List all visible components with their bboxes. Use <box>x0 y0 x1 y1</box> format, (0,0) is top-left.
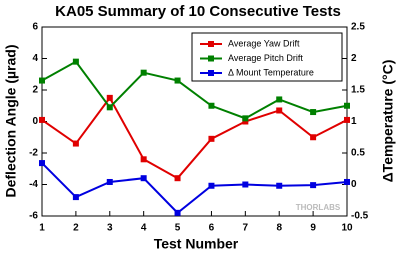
x-tick-label: 7 <box>243 223 249 234</box>
point-marker <box>344 102 350 109</box>
y2-tick-label: 2 <box>351 53 357 64</box>
point-marker <box>310 109 317 116</box>
y-tick-label: 2 <box>32 85 38 96</box>
point-marker <box>72 140 79 147</box>
x-tick-label: 4 <box>141 223 147 234</box>
series-line <box>41 96 348 180</box>
point-marker <box>174 175 181 182</box>
point-marker <box>39 116 45 123</box>
y2-tick-label: 2.5 <box>351 22 365 33</box>
y-tick-label: 4 <box>32 53 38 64</box>
y-tick-label: 6 <box>32 22 38 33</box>
y2-tick-label: -0.5 <box>351 211 369 222</box>
x-tick-label: 2 <box>73 223 79 234</box>
point-marker <box>276 107 283 114</box>
y2-tick-label: 1.5 <box>351 85 365 96</box>
point-marker <box>106 104 113 111</box>
legend-label: Average Yaw Drift <box>228 38 300 48</box>
point-marker <box>174 77 181 84</box>
legend-label: Average Pitch Drift <box>228 53 303 63</box>
point-marker <box>72 194 79 201</box>
legend-marker <box>208 55 214 62</box>
x-tick-label: 1 <box>39 223 45 234</box>
point-marker <box>140 156 147 163</box>
x-tick-label: 6 <box>209 223 215 234</box>
point-marker <box>208 135 215 142</box>
point-marker <box>310 182 317 189</box>
legend-marker <box>208 70 214 76</box>
x-axis-label: Test Number <box>154 236 239 252</box>
x-tick-label: 5 <box>175 223 181 234</box>
y-tick-label: -6 <box>29 211 38 222</box>
point-marker <box>72 58 79 65</box>
point-marker <box>140 69 147 76</box>
point-marker <box>106 178 113 185</box>
point-marker <box>242 118 249 125</box>
y-tick-label: -4 <box>29 179 38 190</box>
point-marker <box>242 115 249 122</box>
x-tick-label: 10 <box>341 223 353 234</box>
point-marker <box>174 209 181 216</box>
y-axis-label: Deflection Angle (µrad) <box>3 44 19 197</box>
x-tick-label: 9 <box>310 223 316 234</box>
y-tick-label: -2 <box>29 148 38 159</box>
series-line <box>41 60 348 120</box>
y-tick-label: 0 <box>32 116 38 127</box>
legend-marker <box>208 41 214 47</box>
x-tick-label: 3 <box>107 223 113 234</box>
series-line <box>41 162 348 215</box>
y2-axis-label: ΔTemperature (°C) <box>380 60 396 183</box>
chart-title: KA05 Summary of 10 Consecutive Tests <box>55 3 341 20</box>
point-marker <box>208 182 215 189</box>
y2-tick-label: 1 <box>351 116 357 127</box>
y2-tick-label: 0 <box>351 179 357 190</box>
point-marker <box>242 181 249 188</box>
point-marker <box>276 96 283 103</box>
point-marker <box>276 182 283 189</box>
point-marker <box>344 178 350 185</box>
point-marker <box>106 94 113 101</box>
point-marker <box>310 134 317 141</box>
point-marker <box>39 77 45 84</box>
watermark: THORLABS <box>296 203 341 212</box>
x-tick-label: 8 <box>276 223 282 234</box>
point-marker <box>208 102 215 109</box>
point-marker <box>344 116 350 123</box>
point-marker <box>39 160 45 167</box>
legend-label: Δ Mount Temperature <box>228 67 314 77</box>
y2-tick-label: 0.5 <box>351 148 365 159</box>
point-marker <box>140 175 147 182</box>
